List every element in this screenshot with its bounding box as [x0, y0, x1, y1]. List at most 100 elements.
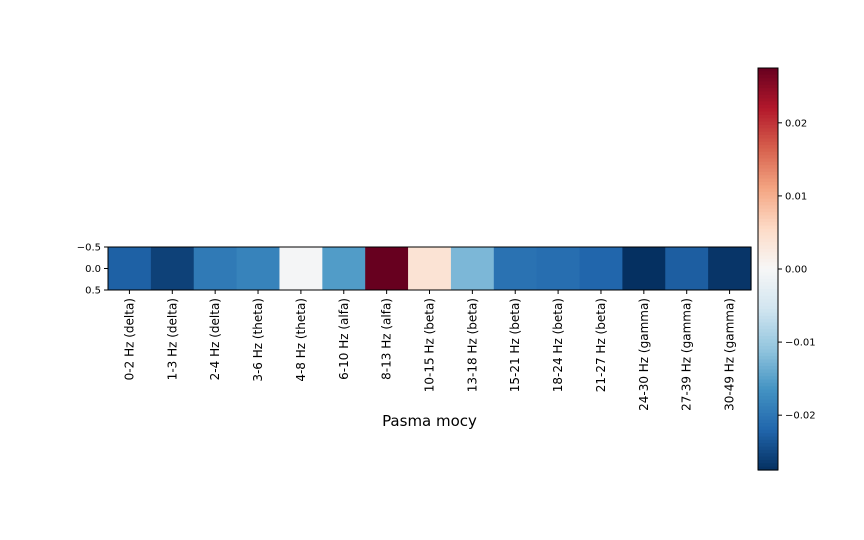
heatmap-cell — [279, 247, 323, 290]
colorbar-segment — [758, 429, 778, 434]
heatmap-cell — [665, 247, 709, 290]
colorbar-segment — [758, 399, 778, 404]
colorbar-segment — [758, 252, 778, 257]
heatmap-cell — [365, 247, 409, 290]
colorbar-tick-label: 0.02 — [785, 118, 807, 129]
colorbar-segment — [758, 242, 778, 247]
colorbar-segment — [758, 342, 778, 347]
colorbar-segment — [758, 121, 778, 126]
colorbar-segment — [758, 362, 778, 367]
heatmap-cell — [193, 247, 238, 290]
colorbar-tick-label: −0.01 — [785, 338, 816, 349]
colorbar-segment — [758, 104, 778, 109]
colorbar-segment — [758, 295, 778, 300]
colorbar-segment — [758, 356, 778, 361]
colorbar-segment — [758, 315, 778, 320]
colorbar-segment — [758, 319, 778, 324]
colorbar-segment — [758, 88, 778, 93]
colorbar-segment — [758, 409, 778, 414]
colorbar-segment — [758, 322, 778, 327]
colorbar-segment — [758, 309, 778, 314]
colorbar-segment — [758, 389, 778, 394]
colorbar-segment — [758, 165, 778, 170]
x-tick-label: 3-6 Hz (theta) — [251, 298, 265, 382]
colorbar-segment — [758, 91, 778, 96]
colorbar-segment — [758, 275, 778, 280]
x-tick-label: 2-4 Hz (delta) — [208, 298, 222, 380]
colorbar-segment — [758, 279, 778, 283]
colorbar-segment — [758, 114, 778, 119]
heatmap-cell — [579, 247, 623, 290]
colorbar-segment — [758, 433, 778, 438]
y-axis: −0.5 0.0 0.5 — [77, 243, 108, 297]
x-tick-label: 21-27 Hz (beta) — [594, 298, 608, 392]
colorbar-segment — [758, 262, 778, 267]
colorbar-segment — [758, 245, 778, 250]
heatmap-cell — [708, 247, 752, 290]
colorbar-segment — [758, 155, 778, 160]
colorbar-segment — [758, 94, 778, 99]
colorbar-segment — [758, 68, 778, 72]
colorbar-segment — [758, 238, 778, 243]
x-tick-label: 8-13 Hz (alfa) — [380, 298, 394, 380]
colorbar-segment — [758, 272, 778, 277]
colorbar-segment — [758, 379, 778, 384]
x-tick-label: 24-30 Hz (gamma) — [637, 298, 651, 411]
heatmap-cell — [450, 247, 495, 290]
colorbar-segment — [758, 456, 778, 461]
colorbar-segment — [758, 329, 778, 334]
x-tick-label: 0-2 Hz (delta) — [122, 298, 136, 380]
colorbar-segment — [758, 292, 778, 297]
x-tick-label: 15-21 Hz (beta) — [508, 298, 522, 392]
colorbar-segment — [758, 443, 778, 448]
colorbar-segment — [758, 382, 778, 387]
heatmap-cell — [236, 247, 281, 290]
colorbar-segment — [758, 128, 778, 133]
colorbar-segment — [758, 466, 778, 471]
colorbar-segment — [758, 406, 778, 411]
colorbar-segment — [758, 396, 778, 401]
y-tick-label: 0.5 — [85, 286, 101, 297]
colorbar-segment — [758, 403, 778, 407]
heatmap-cell — [150, 247, 195, 290]
colorbar-segment — [758, 299, 778, 304]
colorbar-segment — [758, 463, 778, 468]
colorbar-segment — [758, 215, 778, 220]
x-tick-label: 6-10 Hz (alfa) — [337, 298, 351, 380]
colorbar-segment — [758, 135, 778, 139]
x-axis-label: Pasma mocy — [382, 412, 477, 430]
colorbar-segment — [758, 141, 778, 146]
colorbar-segment — [758, 255, 778, 260]
colorbar-segment — [758, 376, 778, 381]
heatmap-cell — [108, 247, 152, 290]
colorbar-segment — [758, 198, 778, 203]
colorbar-segment — [758, 325, 778, 330]
colorbar-tick-label: 0.01 — [785, 191, 807, 202]
y-tick-label: −0.5 — [77, 243, 101, 254]
colorbar-segment — [758, 446, 778, 451]
colorbar-segment — [758, 312, 778, 317]
colorbar-segment — [758, 138, 778, 143]
x-tick-label: 1-3 Hz (delta) — [165, 298, 179, 380]
colorbar-segment — [758, 339, 778, 344]
colorbar-tick-label: 0.00 — [785, 265, 807, 276]
colorbar-segment — [758, 168, 778, 173]
colorbar-segment — [758, 118, 778, 123]
colorbar-segment — [758, 195, 778, 200]
colorbar-segment — [758, 235, 778, 240]
colorbar-tick-label: −0.02 — [785, 411, 816, 422]
colorbar-segment — [758, 78, 778, 82]
colorbar-segment — [758, 131, 778, 136]
colorbar-segment — [758, 453, 778, 458]
colorbar-segment — [758, 459, 778, 464]
colorbar-segment — [758, 419, 778, 424]
colorbar-segment — [758, 124, 778, 129]
colorbar-segment — [758, 145, 778, 149]
colorbar-segment — [758, 232, 778, 237]
heatmap-cell — [622, 247, 666, 290]
colorbar-segment — [758, 366, 778, 371]
colorbar-segment — [758, 302, 778, 307]
colorbar-segment — [758, 426, 778, 431]
heatmap-cell — [493, 247, 538, 290]
colorbar-segment — [758, 108, 778, 113]
